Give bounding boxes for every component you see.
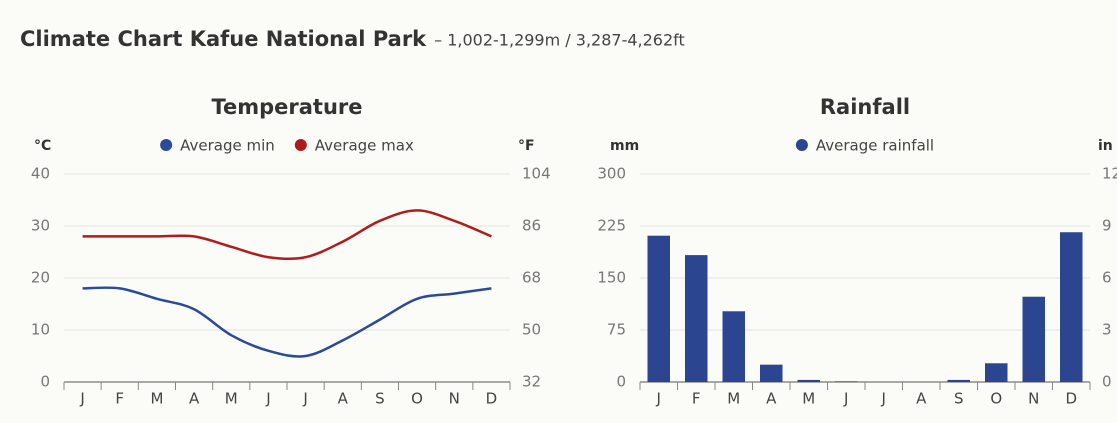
legend-label: Average rainfall bbox=[816, 137, 934, 155]
x-tick-label: N bbox=[449, 390, 460, 408]
page-subtitle: – 1,002-1,299m / 3,287-4,262ft bbox=[434, 31, 685, 50]
x-tick-label: O bbox=[411, 390, 423, 408]
y2-tick-label: 32 bbox=[522, 373, 541, 391]
y2-tick-label: 3 bbox=[1102, 321, 1112, 339]
y-tick-label: 40 bbox=[31, 165, 50, 183]
bar bbox=[685, 255, 708, 382]
page-title: Climate Chart Kafue National Park bbox=[20, 27, 427, 51]
legend-label: Average max bbox=[315, 137, 414, 155]
x-tick-label: A bbox=[189, 390, 200, 408]
y2-axis-label: °F bbox=[518, 138, 535, 154]
y2-axis-label: in bbox=[1098, 138, 1113, 154]
y-tick-label: 0 bbox=[40, 373, 50, 391]
x-tick-label: A bbox=[766, 390, 777, 408]
legend-marker bbox=[294, 139, 307, 151]
y2-tick-label: 68 bbox=[522, 269, 541, 287]
y-tick-label: 300 bbox=[597, 165, 626, 183]
bar bbox=[722, 311, 745, 382]
x-tick-label: J bbox=[656, 390, 661, 408]
x-tick-label: J bbox=[843, 390, 848, 408]
y2-tick-label: 86 bbox=[522, 217, 541, 235]
y2-tick-label: 50 bbox=[522, 321, 541, 339]
legend-marker bbox=[160, 139, 173, 151]
y2-tick-label: 12 bbox=[1102, 165, 1117, 183]
x-tick-label: N bbox=[1028, 390, 1039, 408]
y-tick-label: 75 bbox=[607, 321, 626, 339]
x-tick-label: A bbox=[338, 390, 349, 408]
x-tick-label: M bbox=[727, 390, 740, 408]
y2-tick-label: 104 bbox=[522, 165, 551, 183]
x-tick-label: S bbox=[954, 390, 964, 408]
y-tick-label: 225 bbox=[597, 217, 626, 235]
x-tick-label: J bbox=[265, 390, 270, 408]
x-tick-label: J bbox=[881, 390, 886, 408]
x-tick-label: M bbox=[150, 390, 163, 408]
x-tick-label: S bbox=[375, 390, 385, 408]
y2-tick-label: 6 bbox=[1102, 269, 1112, 287]
y-tick-label: 0 bbox=[616, 373, 626, 391]
bar bbox=[835, 381, 858, 382]
y2-tick-label: 9 bbox=[1102, 217, 1112, 235]
series-line bbox=[82, 209, 492, 261]
bar bbox=[985, 363, 1008, 382]
y2-tick-label: 0 bbox=[1102, 373, 1112, 391]
bar bbox=[760, 364, 783, 382]
x-tick-label: J bbox=[79, 390, 84, 408]
x-tick-label: F bbox=[692, 390, 701, 408]
chart-title: Rainfall bbox=[820, 95, 910, 119]
x-tick-label: M bbox=[802, 390, 815, 408]
y-axis-label: °C bbox=[34, 138, 51, 154]
y-tick-label: 10 bbox=[31, 321, 50, 339]
y-tick-label: 30 bbox=[31, 217, 50, 235]
bar bbox=[647, 235, 670, 382]
bar bbox=[1022, 296, 1045, 382]
series-line bbox=[82, 286, 492, 358]
legend-label: Average min bbox=[180, 137, 275, 155]
y-axis-label: mm bbox=[610, 138, 639, 154]
x-tick-label: O bbox=[990, 390, 1002, 408]
y-tick-label: 20 bbox=[31, 269, 50, 287]
x-tick-label: M bbox=[225, 390, 238, 408]
bar bbox=[1060, 232, 1083, 382]
bar bbox=[947, 379, 970, 382]
legend-marker bbox=[795, 139, 808, 151]
chart-title: Temperature bbox=[211, 95, 362, 119]
bar bbox=[797, 379, 820, 382]
y-tick-label: 150 bbox=[597, 269, 626, 287]
x-tick-label: F bbox=[115, 390, 124, 408]
x-tick-label: D bbox=[486, 390, 498, 408]
x-tick-label: A bbox=[916, 390, 927, 408]
x-tick-label: D bbox=[1065, 390, 1077, 408]
x-tick-label: J bbox=[302, 390, 307, 408]
